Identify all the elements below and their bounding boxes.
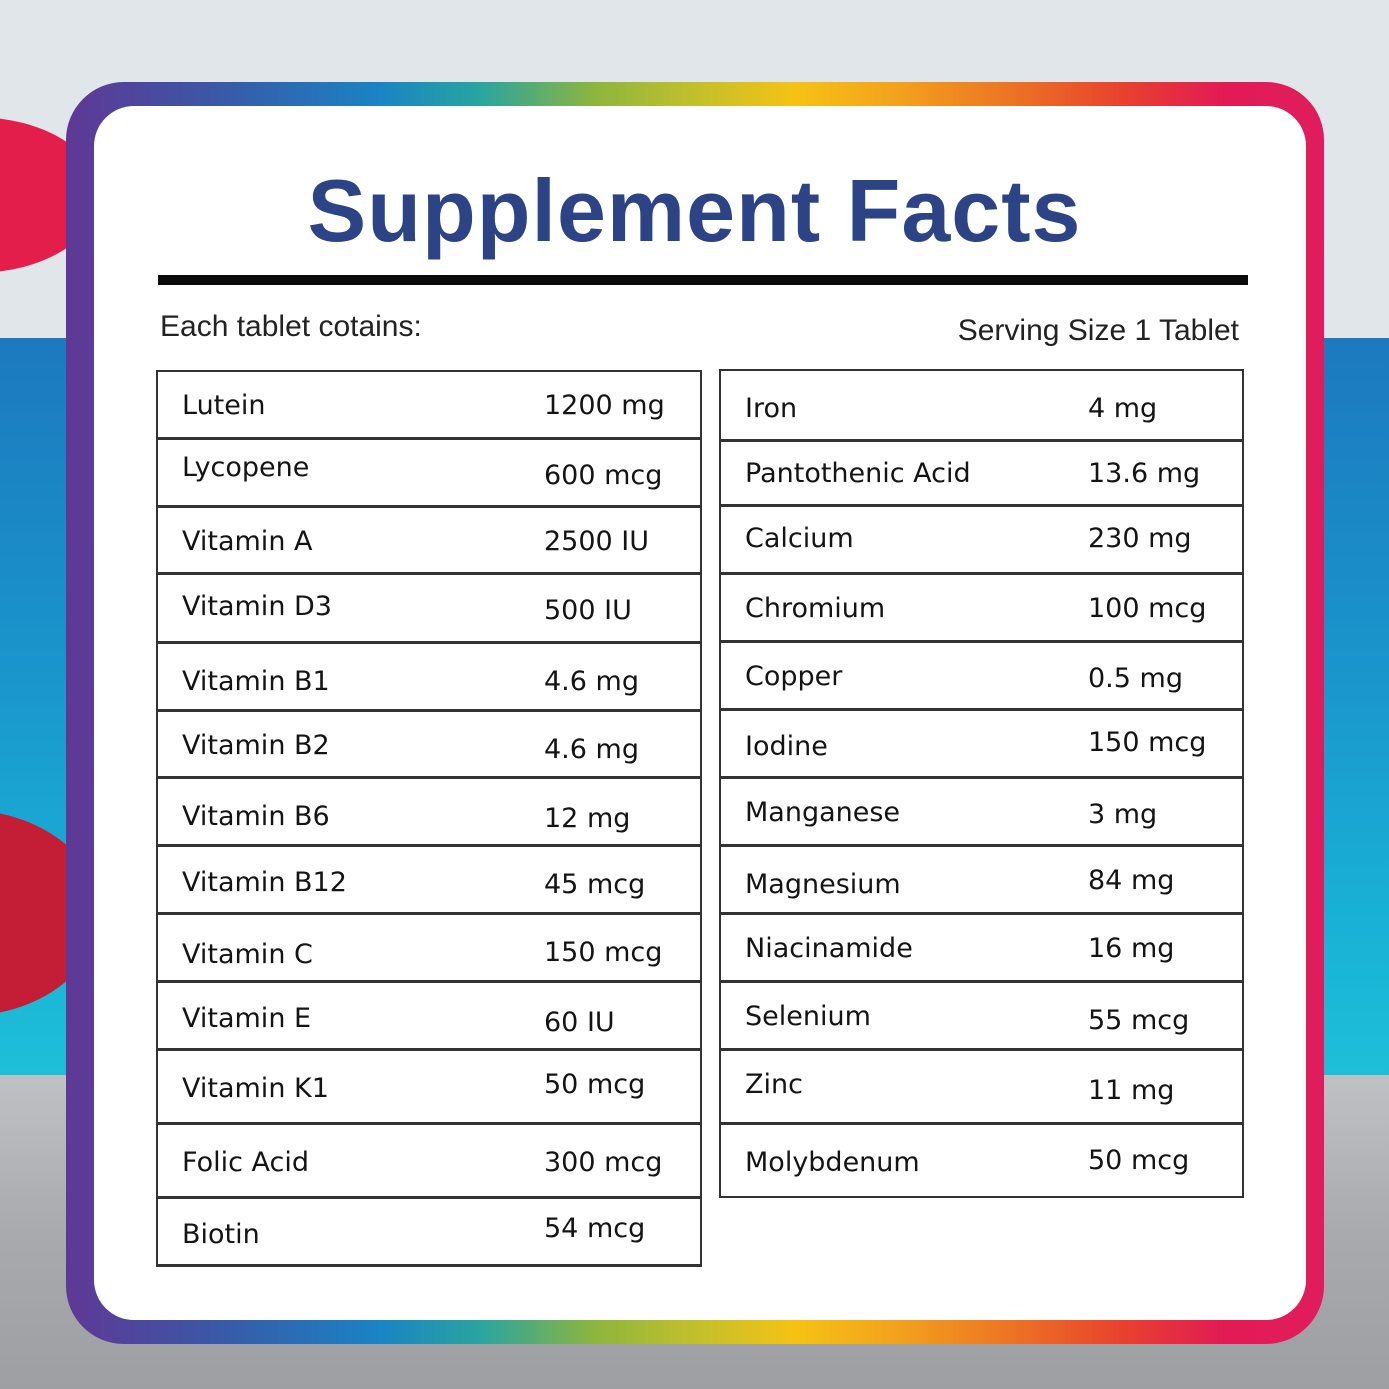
nutrient-name: Iodine: [745, 731, 828, 762]
table-row: Vitamin D3 500 IU: [158, 575, 700, 644]
nutrient-name: Manganese: [745, 797, 901, 828]
nutrient-amount: 500 IU: [544, 595, 632, 626]
page-title: Supplement Facts: [307, 161, 1082, 260]
table-row: Vitamin A 2500 IU: [158, 508, 700, 575]
nutrient-name: Magnesium: [745, 869, 901, 900]
nutrient-amount: 11 mg: [1088, 1075, 1175, 1106]
table-row: Manganese 3 mg: [721, 779, 1242, 847]
table-row: Vitamin B12 45 mcg: [158, 847, 700, 915]
nutrient-amount: 60 IU: [544, 1007, 615, 1038]
nutrient-name: Chromium: [745, 593, 886, 624]
nutrient-amount: 300 mcg: [544, 1147, 663, 1178]
nutrient-name: Molybdenum: [745, 1147, 920, 1178]
nutrient-amount: 150 mcg: [1088, 727, 1207, 758]
table-row: Selenium 55 mcg: [721, 983, 1242, 1051]
table-row: Lycopene 600 mcg: [158, 440, 700, 508]
serving-size-label: Serving Size 1 Tablet: [957, 314, 1239, 347]
nutrient-amount: 150 mcg: [544, 937, 663, 968]
table-row: Folic Acid 300 mcg: [158, 1125, 700, 1199]
nutrient-name: Vitamin B6: [182, 801, 330, 832]
table-row: Vitamin B2 4.6 mg: [158, 712, 700, 779]
nutrient-table-right: Iron 4 mg Pantothenic Acid 13.6 mg Calcium…: [719, 369, 1244, 1198]
table-row: Molybdenum 50 mcg: [721, 1125, 1242, 1196]
nutrient-name: Iron: [745, 393, 798, 424]
nutrient-amount: 54 mcg: [544, 1213, 646, 1244]
nutrient-name: Vitamin A: [182, 526, 313, 557]
table-row: Vitamin B6 12 mg: [158, 779, 700, 847]
nutrient-name: Vitamin K1: [182, 1073, 329, 1104]
nutrient-name: Vitamin B1: [182, 666, 330, 697]
nutrient-name: Vitamin B12: [182, 867, 347, 898]
nutrient-amount: 230 mg: [1088, 523, 1192, 554]
nutrient-name: Biotin: [182, 1219, 260, 1250]
table-row: Biotin 54 mcg: [158, 1199, 700, 1267]
each-tablet-label: Each tablet cotains:: [160, 310, 422, 343]
table-row: Vitamin K1 50 mcg: [158, 1051, 700, 1125]
nutrient-amount: 12 mg: [544, 803, 631, 834]
table-row: Pantothenic Acid 13.6 mg: [721, 442, 1242, 507]
nutrient-name: Copper: [745, 661, 843, 692]
nutrient-name: Vitamin B2: [182, 730, 330, 761]
table-row: Iodine 150 mcg: [721, 711, 1242, 779]
nutrient-name: Pantothenic Acid: [745, 458, 971, 489]
nutrient-amount: 13.6 mg: [1088, 458, 1201, 489]
nutrient-amount: 3 mg: [1088, 799, 1158, 830]
table-row: Iron 4 mg: [721, 371, 1242, 442]
table-row: Copper 0.5 mg: [721, 643, 1242, 711]
nutrient-name: Vitamin D3: [182, 591, 332, 622]
nutrient-name: Zinc: [745, 1069, 803, 1100]
nutrient-amount: 16 mg: [1088, 933, 1175, 964]
nutrient-amount: 4.6 mg: [544, 734, 639, 765]
nutrient-name: Lutein: [182, 390, 266, 421]
table-row: Vitamin B1 4.6 mg: [158, 644, 700, 712]
nutrient-amount: 1200 mg: [544, 390, 665, 421]
nutrient-amount: 4.6 mg: [544, 666, 639, 697]
nutrient-amount: 50 mcg: [544, 1069, 646, 1100]
table-row: Magnesium 84 mg: [721, 847, 1242, 915]
table-row: Chromium 100 mcg: [721, 575, 1242, 643]
nutrient-name: Vitamin C: [182, 939, 313, 970]
nutrient-amount: 55 mcg: [1088, 1005, 1190, 1036]
nutrient-amount: 100 mcg: [1088, 593, 1207, 624]
table-row: Vitamin E 60 IU: [158, 983, 700, 1051]
table-row: Calcium 230 mg: [721, 507, 1242, 575]
nutrient-amount: 0.5 mg: [1088, 663, 1183, 694]
nutrient-amount: 2500 IU: [544, 526, 650, 557]
nutrient-name: Selenium: [745, 1001, 871, 1032]
nutrient-name: Folic Acid: [182, 1147, 309, 1178]
nutrient-table-left: Lutein 1200 mg Lycopene 600 mcg Vitamin A 2…: [156, 370, 702, 1267]
table-row: Lutein 1200 mg: [158, 372, 700, 440]
table-row: Vitamin C 150 mcg: [158, 915, 700, 983]
nutrient-name: Lycopene: [182, 452, 310, 483]
title-divider: [158, 275, 1248, 285]
table-row: Zinc 11 mg: [721, 1051, 1242, 1125]
nutrient-name: Calcium: [745, 523, 854, 554]
nutrient-name: Niacinamide: [745, 933, 913, 964]
table-row: Niacinamide 16 mg: [721, 915, 1242, 983]
nutrient-amount: 84 mg: [1088, 865, 1175, 896]
nutrient-amount: 45 mcg: [544, 869, 646, 900]
nutrient-name: Vitamin E: [182, 1003, 312, 1034]
nutrient-amount: 600 mcg: [544, 460, 663, 491]
nutrient-amount: 4 mg: [1088, 393, 1158, 424]
nutrient-amount: 50 mcg: [1088, 1145, 1190, 1176]
